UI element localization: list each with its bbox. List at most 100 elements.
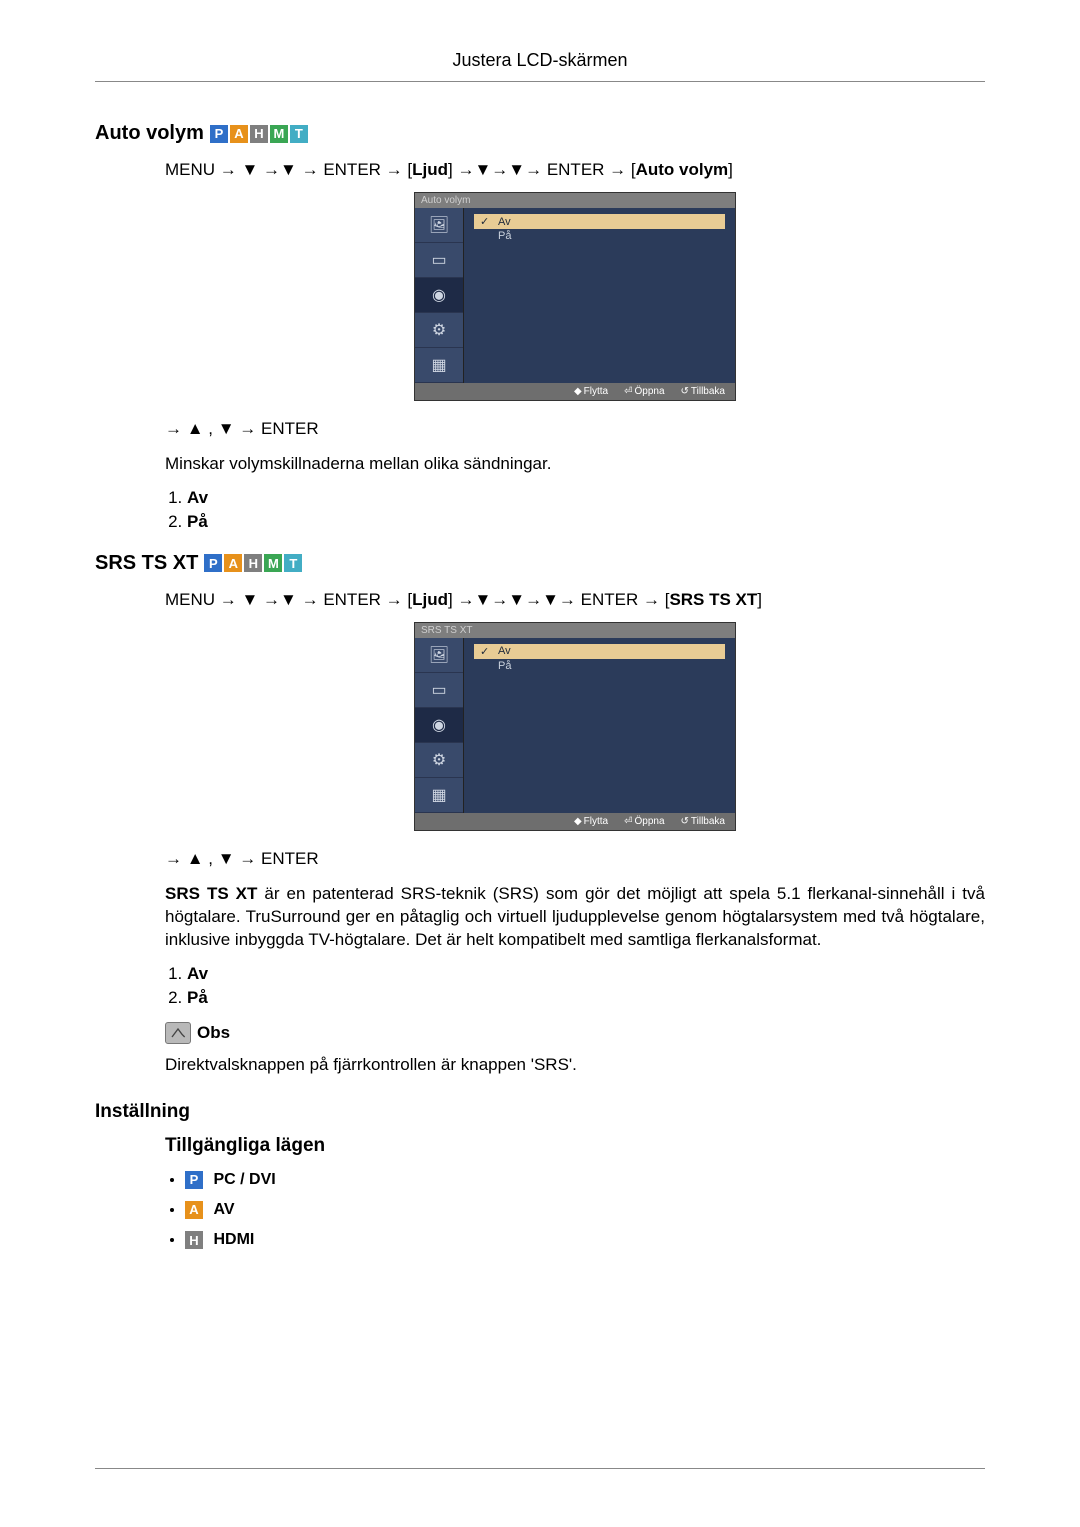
enter-icon: ⏎ bbox=[624, 816, 632, 827]
auto-volym-title: Auto volym bbox=[95, 122, 204, 145]
mode-badges: P A H M T bbox=[210, 125, 308, 143]
badge-t-icon: T bbox=[284, 554, 302, 572]
srs-options: Av På bbox=[165, 964, 985, 1008]
osd-option-label: Av bbox=[498, 645, 511, 657]
srs-title: SRS TS XT bbox=[95, 552, 198, 575]
osd-picture-icon: 🖼 bbox=[415, 638, 463, 673]
enter-icon: ⏎ bbox=[624, 386, 632, 397]
auto-volym-menupath: MENU → ▼ →▼ → ENTER → [Ljud] →▼→▼→ ENTER… bbox=[165, 160, 985, 180]
option-label: Av bbox=[187, 488, 208, 507]
header-divider bbox=[95, 81, 985, 82]
badge-a-icon: A bbox=[185, 1201, 203, 1219]
mode-label: HDMI bbox=[213, 1231, 254, 1248]
menupath-text: MENU → ▼ →▼ → ENTER → [ bbox=[165, 590, 412, 609]
osd-option-label: Av bbox=[498, 216, 511, 228]
osd-footer: ◆Flytta ⏎Öppna ↺Tillbaka bbox=[415, 813, 735, 830]
osd-multi-icon: ▦ bbox=[415, 348, 463, 383]
badge-t-icon: T bbox=[290, 125, 308, 143]
modes-heading: Tillgängliga lägen bbox=[165, 1135, 985, 1157]
mode-badges: P A H M T bbox=[204, 554, 302, 572]
osd-sidebar: 🖼 ▭ ◉ ⚙ ▦ bbox=[415, 208, 464, 383]
badge-a-icon: A bbox=[230, 125, 248, 143]
menupath-text: ] →▼→▼→ ENTER → [ bbox=[448, 160, 636, 179]
osd-option-av: ✓Av bbox=[474, 644, 725, 659]
osd-input-icon: ▭ bbox=[415, 243, 463, 278]
auto-volym-heading: Auto volym P A H M T bbox=[95, 122, 985, 145]
osd-footer: ◆Flytta ⏎Öppna ↺Tillbaka bbox=[415, 383, 735, 400]
note-icon bbox=[165, 1022, 191, 1044]
osd-input-icon: ▭ bbox=[415, 673, 463, 708]
srs-description: SRS TS XT är en patenterad SRS-teknik (S… bbox=[165, 883, 985, 952]
osd-footer-label: Öppna bbox=[634, 386, 664, 397]
osd-title: SRS TS XT bbox=[415, 623, 735, 638]
osd-options: ✓Av På bbox=[464, 638, 735, 813]
return-icon: ↺ bbox=[681, 816, 689, 827]
menupath-bold: Auto volym bbox=[636, 160, 729, 179]
move-icon: ◆ bbox=[574, 386, 582, 397]
srs-desc-text: är en patenterad SRS-teknik (SRS) som gö… bbox=[165, 884, 985, 949]
srs-menupath: MENU → ▼ →▼ → ENTER → [Ljud] →▼→▼→▼→ ENT… bbox=[165, 590, 985, 610]
menupath-text: MENU → ▼ →▼ → ENTER → [ bbox=[165, 160, 412, 179]
menupath-bold: SRS TS XT bbox=[669, 590, 757, 609]
modes-list: P PC / DVI A AV H HDMI bbox=[165, 1171, 985, 1250]
mode-item: H HDMI bbox=[185, 1231, 985, 1249]
osd-title: Auto volym bbox=[415, 193, 735, 208]
osd-sidebar: 🖼 ▭ ◉ ⚙ ▦ bbox=[415, 638, 464, 813]
badge-p-icon: P bbox=[210, 125, 228, 143]
badge-h-icon: H bbox=[250, 125, 268, 143]
osd-footer-label: Flytta bbox=[584, 816, 608, 827]
osd-option-label: På bbox=[498, 230, 511, 242]
installning-heading: Inställning bbox=[95, 1101, 985, 1123]
osd-setup-icon: ⚙ bbox=[415, 313, 463, 348]
osd-screenshot-srs: SRS TS XT 🖼 ▭ ◉ ⚙ ▦ ✓Av På ◆Flytta ⏎Öppn… bbox=[414, 622, 736, 831]
mode-item: A AV bbox=[185, 1201, 985, 1219]
srs-heading: SRS TS XT P A H M T bbox=[95, 552, 985, 575]
list-item: På bbox=[187, 512, 985, 532]
osd-sound-icon: ◉ bbox=[415, 708, 463, 743]
menupath-bold: Ljud bbox=[412, 590, 448, 609]
menupath-text: ] →▼→▼→▼→ ENTER → [ bbox=[448, 590, 669, 609]
badge-p-icon: P bbox=[204, 554, 222, 572]
return-icon: ↺ bbox=[681, 386, 689, 397]
obs-heading: Obs bbox=[165, 1022, 985, 1044]
list-item: På bbox=[187, 988, 985, 1008]
sub-nav-auto-volym: → ▲ , ▼ → ENTER bbox=[165, 419, 985, 439]
osd-multi-icon: ▦ bbox=[415, 778, 463, 813]
badge-m-icon: M bbox=[270, 125, 288, 143]
footer-divider bbox=[95, 1468, 985, 1469]
sub-nav-srs: → ▲ , ▼ → ENTER bbox=[165, 849, 985, 869]
option-label: På bbox=[187, 512, 208, 531]
osd-footer-label: Öppna bbox=[634, 816, 664, 827]
mode-item: P PC / DVI bbox=[185, 1171, 985, 1189]
osd-options: ✓Av På bbox=[464, 208, 735, 383]
badge-p-icon: P bbox=[185, 1171, 203, 1189]
mode-label: PC / DVI bbox=[213, 1171, 275, 1188]
option-label: På bbox=[187, 988, 208, 1007]
auto-volym-options: Av På bbox=[165, 488, 985, 532]
osd-picture-icon: 🖼 bbox=[415, 208, 463, 243]
mode-label: AV bbox=[213, 1201, 234, 1218]
badge-a-icon: A bbox=[224, 554, 242, 572]
osd-footer-label: Tillbaka bbox=[691, 816, 725, 827]
osd-footer-label: Flytta bbox=[584, 386, 608, 397]
osd-sound-icon: ◉ bbox=[415, 278, 463, 313]
badge-h-icon: H bbox=[185, 1231, 203, 1249]
page-header: Justera LCD-skärmen bbox=[95, 50, 985, 71]
badge-h-icon: H bbox=[244, 554, 262, 572]
osd-setup-icon: ⚙ bbox=[415, 743, 463, 778]
option-label: Av bbox=[187, 964, 208, 983]
menupath-text: ] bbox=[757, 590, 762, 609]
list-item: Av bbox=[187, 488, 985, 508]
menupath-bold: Ljud bbox=[412, 160, 448, 179]
osd-option-av: ✓Av bbox=[474, 214, 725, 229]
obs-text: Direktvalsknappen på fjärrkontrollen är … bbox=[165, 1054, 985, 1077]
obs-label: Obs bbox=[197, 1023, 230, 1043]
auto-volym-description: Minskar volymskillnaderna mellan olika s… bbox=[165, 453, 985, 476]
badge-m-icon: M bbox=[264, 554, 282, 572]
srs-desc-bold: SRS TS XT bbox=[165, 884, 257, 903]
osd-footer-label: Tillbaka bbox=[691, 386, 725, 397]
list-item: Av bbox=[187, 964, 985, 984]
menupath-text: ] bbox=[728, 160, 733, 179]
move-icon: ◆ bbox=[574, 816, 582, 827]
osd-option-label: På bbox=[498, 660, 511, 672]
